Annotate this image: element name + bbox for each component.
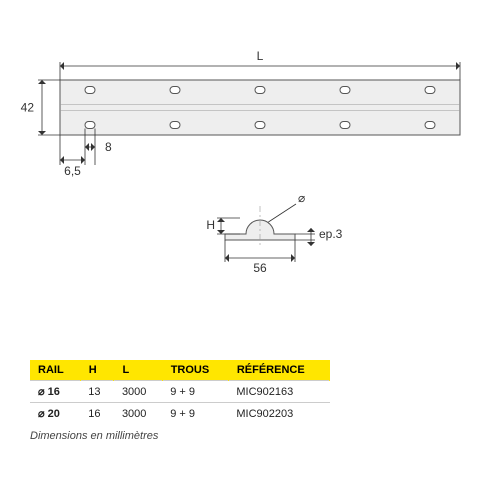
mounting-slot bbox=[170, 87, 180, 94]
col-header: TROUS bbox=[162, 360, 228, 381]
mounting-slot bbox=[255, 122, 265, 129]
caption: Dimensions en millimètres bbox=[30, 430, 158, 442]
dim-8: 8 bbox=[105, 140, 112, 154]
dim-ep3: ep.3 bbox=[319, 227, 343, 241]
col-header: H bbox=[80, 360, 114, 381]
col-header: RÉFÉRENCE bbox=[228, 360, 329, 381]
mounting-slot bbox=[255, 87, 265, 94]
dim-6-5: 6,5 bbox=[64, 164, 81, 178]
dim-56: 56 bbox=[253, 261, 267, 275]
mounting-slot bbox=[170, 122, 180, 129]
dim-42: 42 bbox=[21, 101, 35, 115]
mounting-slot bbox=[425, 122, 435, 129]
mounting-slot bbox=[340, 87, 350, 94]
mounting-slot bbox=[85, 87, 95, 94]
dim-diameter: ⌀ bbox=[298, 191, 305, 205]
table-row: ⌀ 201630009 + 9MIC902203 bbox=[30, 403, 330, 425]
dim-H: H bbox=[206, 218, 215, 232]
mounting-slot bbox=[340, 122, 350, 129]
col-header: L bbox=[114, 360, 162, 381]
table-row: ⌀ 161330009 + 9MIC902163 bbox=[30, 381, 330, 403]
col-header: RAIL bbox=[30, 360, 80, 381]
spec-table: RAILHLTROUSRÉFÉRENCE ⌀ 161330009 + 9MIC9… bbox=[30, 360, 330, 424]
mounting-slot bbox=[425, 87, 435, 94]
mounting-slot bbox=[85, 122, 95, 129]
dim-L: L bbox=[257, 49, 264, 63]
